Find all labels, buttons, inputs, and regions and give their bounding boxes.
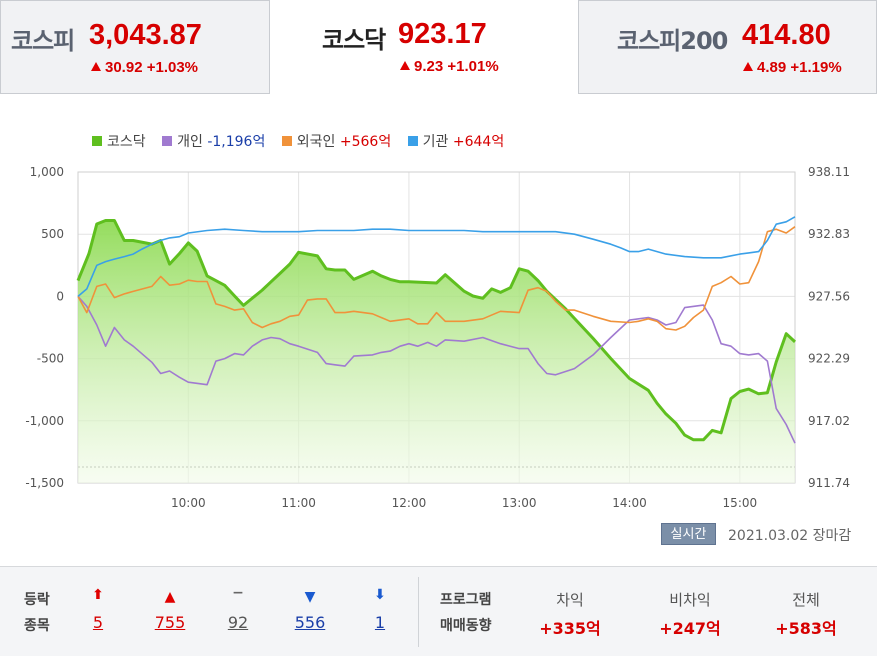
non-arbitrage-value: +247억 <box>659 619 721 638</box>
up-triangle-icon <box>400 61 410 70</box>
individual-line <box>77 295 796 444</box>
y-left-tick: -1,000 <box>25 414 64 428</box>
program-total-value: +583억 <box>775 619 837 638</box>
kosdaq-line <box>76 219 797 442</box>
y-left-tick: 500 <box>41 227 64 241</box>
legend-institution[interactable]: 기관 +644억 <box>407 131 504 151</box>
timestamp: 2021.03.02 장마감 <box>728 528 852 544</box>
market-breadth-panel: 등락 종목 ⬆ ▲ − ▼ ⬇ 5 755 92 556 1 프로그램 매매동향… <box>0 566 877 656</box>
program-total-label: 전체 <box>792 591 820 609</box>
down-icon: ▼ <box>304 589 316 605</box>
lower-limit-icon: ⬇ <box>374 587 386 603</box>
breadth-label-top: 등락 <box>24 592 50 608</box>
tab-kosdaq-name: 코스닥 <box>322 26 386 54</box>
realtime-button[interactable]: 실시간 <box>661 523 716 545</box>
up-triangle-icon <box>743 62 753 71</box>
chart-legend: 코스닥 개인 -1,196억 외국인 +566억 기관 +644억 <box>92 131 516 151</box>
y-right-tick: 922.29 <box>808 352 850 366</box>
kosdaq-area <box>78 220 795 483</box>
down-count[interactable]: 556 <box>294 613 326 632</box>
breadth-label-bottom: 종목 <box>24 618 50 634</box>
y-right-tick: 911.74 <box>808 476 850 490</box>
legend-swatch <box>162 136 173 146</box>
legend-kosdaq[interactable]: 코스닥 <box>92 131 146 151</box>
x-tick: 15:00 <box>723 496 758 510</box>
y-left-tick: -500 <box>37 352 64 366</box>
tab-kospi-name: 코스피 <box>11 27 75 55</box>
tab-kosdaq-change: 9.23 +1.01% <box>400 58 499 75</box>
x-tick: 10:00 <box>171 496 206 510</box>
up-triangle-icon <box>91 62 101 71</box>
y-left-tick: 0 <box>56 289 64 303</box>
arbitrage-value: +335억 <box>539 619 601 638</box>
legend-swatch <box>281 136 292 146</box>
up-icon: ▲ <box>164 589 176 605</box>
foreign-line <box>77 226 796 331</box>
tab-kospi-value: 3,043.87 <box>89 19 202 51</box>
tab-kospi-change: 30.92 +1.03% <box>91 59 198 76</box>
tab-kospi200-name: 코스피200 <box>617 27 728 55</box>
tab-kospi200[interactable]: 코스피200 414.80 4.89 +1.19% <box>578 0 877 94</box>
legend-swatch <box>92 136 102 146</box>
y-left-axis: 1,000 500 0 -500 -1,000 -1,500 <box>25 165 64 490</box>
y-right-tick: 917.02 <box>808 414 850 428</box>
investor-trend-chart: 1,000 500 0 -500 -1,000 -1,500 938.11 932.83 92… <box>25 165 850 510</box>
kosdaq-area-fill <box>78 220 795 483</box>
x-axis: 10:00 11:00 12:00 13:00 14:00 15:00 <box>171 496 757 510</box>
up-count[interactable]: 755 <box>154 613 186 632</box>
y-right-tick: 927.56 <box>808 289 850 303</box>
institution-line <box>77 216 796 298</box>
tab-kosdaq[interactable]: 코스닥 923.17 9.23 +1.01% <box>270 0 578 94</box>
y-right-axis: 938.11 932.83 927.56 922.29 917.02 911.74 <box>808 165 850 490</box>
tab-kospi[interactable]: 코스피 3,043.87 30.92 +1.03% <box>0 0 270 94</box>
non-arbitrage-label: 비차익 <box>669 591 711 609</box>
legend-swatch <box>407 136 418 146</box>
tab-kosdaq-value: 923.17 <box>398 18 487 50</box>
panel-divider <box>418 577 419 647</box>
program-label-top: 프로그램 <box>440 592 492 608</box>
x-tick: 13:00 <box>502 496 537 510</box>
y-right-tick: 932.83 <box>808 227 850 241</box>
index-tabs: 코스피 3,043.87 30.92 +1.03% 코스닥 923.17 9.2… <box>0 0 877 96</box>
flat-icon: − <box>232 585 244 601</box>
lower-limit-count[interactable]: 1 <box>374 613 386 632</box>
flat-count[interactable]: 92 <box>227 613 249 632</box>
tab-kospi200-change: 4.89 +1.19% <box>743 59 842 76</box>
x-tick: 14:00 <box>612 496 647 510</box>
y-left-tick: -1,500 <box>25 476 64 490</box>
y-right-tick: 938.11 <box>808 165 850 179</box>
legend-individual[interactable]: 개인 -1,196억 <box>162 131 265 151</box>
legend-foreign[interactable]: 외국인 +566억 <box>281 131 391 151</box>
x-tick: 12:00 <box>392 496 427 510</box>
x-tick: 11:00 <box>281 496 316 510</box>
series-lines <box>76 216 797 444</box>
y-left-tick: 1,000 <box>30 165 64 179</box>
tab-kospi200-value: 414.80 <box>742 19 831 51</box>
program-label-bottom: 매매동향 <box>440 618 492 634</box>
arbitrage-label: 차익 <box>556 591 584 609</box>
upper-limit-icon: ⬆ <box>92 587 104 603</box>
upper-limit-count[interactable]: 5 <box>92 613 104 632</box>
